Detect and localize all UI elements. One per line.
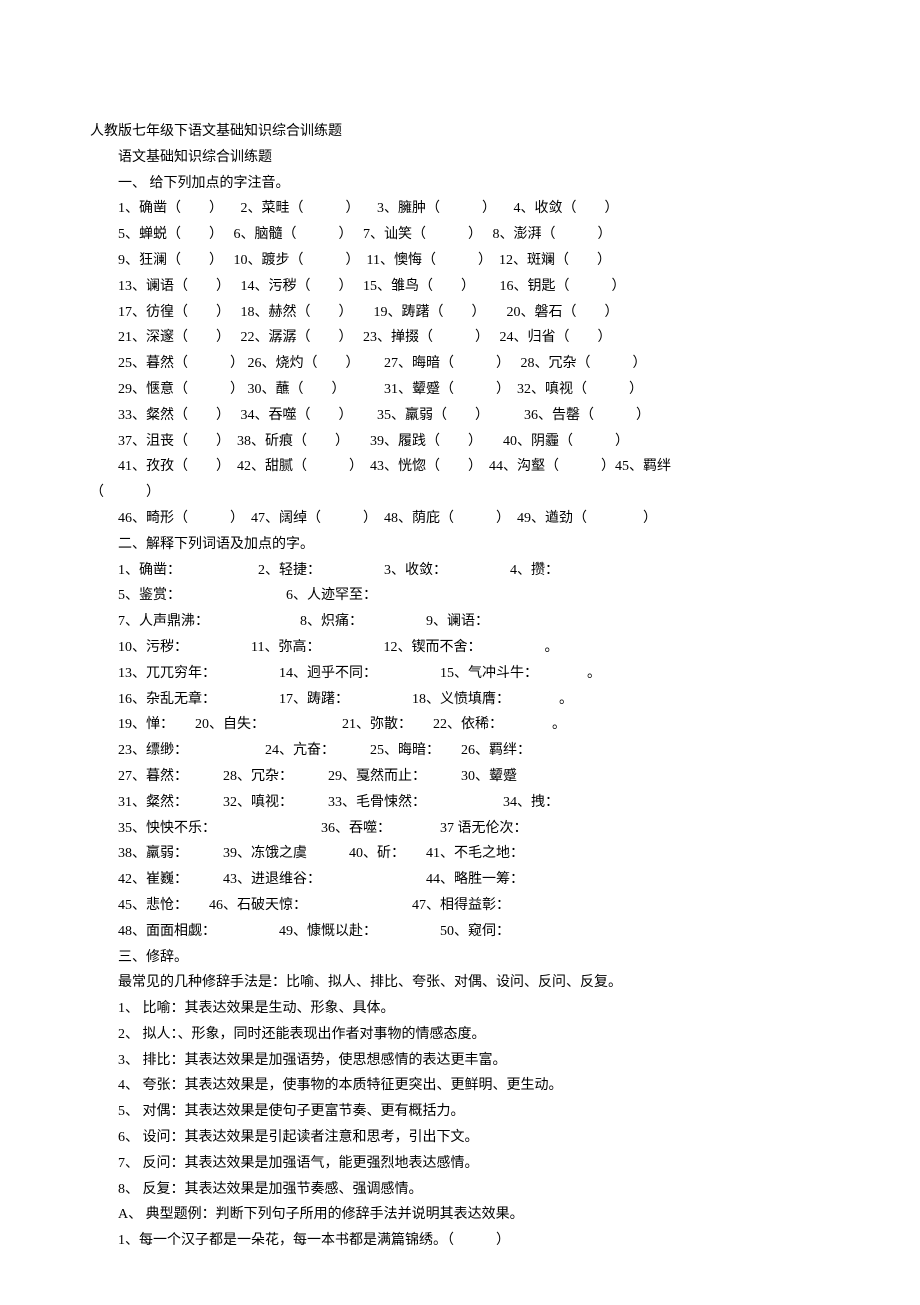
s2-row11: 35、怏怏不乐： 36、吞噬： 37 语无伦次：	[90, 817, 830, 841]
document-title: 人教版七年级下语文基础知识综合训练题	[90, 120, 830, 144]
s1-row3: 9、狂澜（ ） 10、踱步（ ） 11、懊悔（ ） 12、斑斓（ ）	[90, 249, 830, 273]
section1-heading: 一、 给下列加点的字注音。	[90, 172, 830, 196]
s2-row1: 1、确凿： 2、轻捷： 3、收敛： 4、攒：	[90, 559, 830, 583]
s1-row6: 21、深邃（ ） 22、潺潺（ ） 23、掸掇（ ） 24、归省（ ）	[90, 326, 830, 350]
s1-row11: 41、孜孜（ ） 42、甜腻（ ） 43、恍惚（ ） 44、沟壑（ ）45、羁绊	[90, 455, 830, 479]
s2-row2: 5、鉴赏： 6、人迹罕至：	[90, 584, 830, 608]
s2-row15: 48、面面相觑： 49、慷慨以赴： 50、窥伺：	[90, 920, 830, 944]
s1-row12: 46、畸形（ ） 47、阔绰（ ） 48、荫庇（ ） 49、遒劲（ ）	[90, 507, 830, 531]
s2-row14: 45、悲怆： 46、石破天惊： 47、相得益彰：	[90, 894, 830, 918]
s3-item7: 7、 反问：其表达效果是加强语气，能更强烈地表达感情。	[90, 1152, 830, 1176]
s3-item6: 6、 设问：其表达效果是引起读者注意和思考，引出下文。	[90, 1126, 830, 1150]
s2-row4: 10、污秽： 11、弥高： 12、锲而不舍： 。	[90, 636, 830, 660]
s1-row1: 1、确凿（ ） 2、菜畦（ ） 3、臃肿（ ） 4、收敛（ ）	[90, 197, 830, 221]
s1-row8: 29、惬意（ ） 30、蘸（ ） 31、颦蹙（ ） 32、嗔视（ ）	[90, 378, 830, 402]
s1-row11b: （ ）	[90, 481, 830, 505]
s3-item8: 8、 反复：其表达效果是加强节奏感、强调感情。	[90, 1178, 830, 1202]
s1-row9: 33、粲然（ ） 34、吞噬（ ） 35、羸弱（ ） 36、告罄（ ）	[90, 404, 830, 428]
s3-item4: 4、 夸张：其表达效果是，使事物的本质特征更突出、更鲜明、更生动。	[90, 1074, 830, 1098]
s2-row7: 19、惮： 20、自失： 21、弥散： 22、依稀： 。	[90, 713, 830, 737]
s3-example-heading: A、 典型题例：判断下列句子所用的修辞手法并说明其表达效果。	[90, 1203, 830, 1227]
s1-row5: 17、彷徨（ ） 18、赫然（ ） 19、踌躇（ ） 20、磐石（ ）	[90, 301, 830, 325]
s2-row9: 27、暮然： 28、冗杂： 29、戛然而止： 30、颦蹙	[90, 765, 830, 789]
s2-row3: 7、人声鼎沸： 8、炽痛： 9、谰语：	[90, 610, 830, 634]
s1-row2: 5、蝉蜕（ ） 6、脑髓（ ） 7、讪笑（ ） 8、澎湃（ ）	[90, 223, 830, 247]
s3-item2: 2、 拟人：、形象，同时还能表现出作者对事物的情感态度。	[90, 1023, 830, 1047]
section2-heading: 二、解释下列词语及加点的字。	[90, 533, 830, 557]
s2-row8: 23、缥缈： 24、亢奋： 25、晦暗： 26、羁绊：	[90, 739, 830, 763]
s2-row5: 13、兀兀穷年： 14、迥乎不同： 15、气冲斗牛： 。	[90, 662, 830, 686]
s2-row10: 31、粲然： 32、嗔视： 33、毛骨悚然： 34、拽：	[90, 791, 830, 815]
section3-heading: 三、修辞。	[90, 946, 830, 970]
s3-intro: 最常见的几种修辞手法是：比喻、拟人、排比、夸张、对偶、设问、反问、反复。	[90, 971, 830, 995]
s3-example1: 1、每一个汉子都是一朵花，每一本书都是满篇锦绣。（ ）	[90, 1229, 830, 1253]
s1-row7: 25、暮然（ ） 26、烧灼（ ） 27、晦暗（ ） 28、冗杂（ ）	[90, 352, 830, 376]
subtitle: 语文基础知识综合训练题	[90, 146, 830, 170]
s3-item5: 5、 对偶：其表达效果是使句子更富节奏、更有概括力。	[90, 1100, 830, 1124]
s3-item3: 3、 排比：其表达效果是加强语势，使思想感情的表达更丰富。	[90, 1049, 830, 1073]
s1-row4: 13、谰语（ ） 14、污秽（ ） 15、雏鸟（ ） 16、钥匙（ ）	[90, 275, 830, 299]
s3-item1: 1、 比喻：其表达效果是生动、形象、具体。	[90, 997, 830, 1021]
s2-row13: 42、崔巍： 43、进退维谷： 44、略胜一筹：	[90, 868, 830, 892]
s2-row12: 38、羸弱： 39、冻饿之虞 40、斫： 41、不毛之地：	[90, 842, 830, 866]
s2-row6: 16、杂乱无章： 17、踌躇： 18、义愤填膺： 。	[90, 688, 830, 712]
s1-row10: 37、沮丧（ ） 38、斫痕（ ） 39、履践（ ） 40、阴霾（ ）	[90, 430, 830, 454]
